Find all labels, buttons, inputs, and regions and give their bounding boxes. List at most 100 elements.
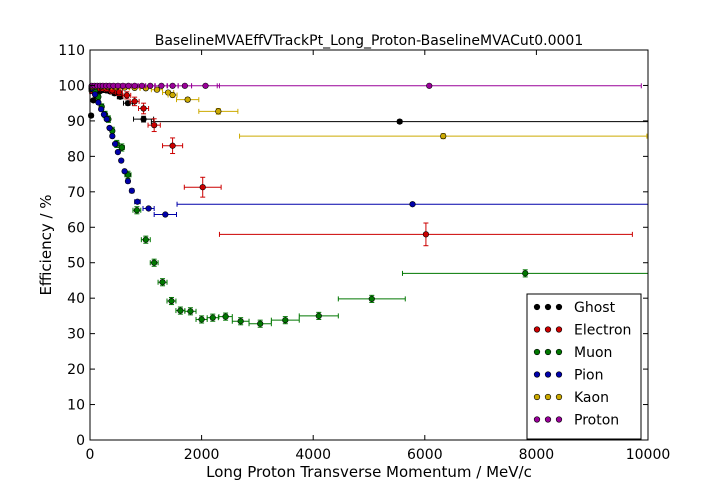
- data-point: [426, 82, 433, 89]
- data-point: [177, 307, 184, 314]
- y-tick-label: 90: [67, 114, 85, 130]
- data-point: [124, 100, 132, 107]
- x-tick-label: 6000: [407, 447, 443, 463]
- legend-box: [526, 293, 642, 440]
- legend-label-proton: Proton: [574, 413, 619, 429]
- data-point: [131, 98, 138, 105]
- series-proton: [88, 82, 642, 89]
- legend-marker-ghost: [555, 303, 563, 311]
- data-point: [396, 118, 403, 125]
- legend-marker-electron: [533, 326, 541, 333]
- x-tick-label: 0: [86, 447, 95, 463]
- legend-marker-kaon: [533, 393, 541, 401]
- y-tick-label: 110: [58, 43, 85, 59]
- data-point: [115, 89, 123, 96]
- y-tick-label: 100: [58, 78, 85, 94]
- data-point: [112, 140, 119, 148]
- y-tick-label: 50: [67, 256, 85, 272]
- data-point: [106, 124, 113, 132]
- y-tick-label: 60: [67, 220, 85, 236]
- data-point: [159, 279, 166, 286]
- y-tick-label: 10: [67, 398, 85, 414]
- y-tick-label: 70: [67, 185, 85, 201]
- legend-marker-muon: [555, 348, 563, 356]
- data-point: [138, 82, 145, 89]
- data-point: [121, 168, 128, 175]
- data-point: [522, 270, 529, 277]
- legend-label-ghost: Ghost: [574, 300, 616, 316]
- plot-frame: [89, 49, 649, 441]
- data-point: [409, 201, 416, 208]
- data-point: [198, 316, 205, 323]
- legend-marker-proton: [533, 416, 541, 423]
- data-point: [169, 91, 176, 99]
- data-point: [169, 82, 176, 89]
- data-point: [109, 133, 116, 140]
- data-point: [131, 82, 138, 89]
- legend-marker-pion: [544, 371, 552, 378]
- data-point: [181, 82, 188, 89]
- data-point: [133, 207, 140, 214]
- data-point: [151, 259, 158, 266]
- legend-marker-kaon: [544, 393, 552, 401]
- legend-marker-kaon: [555, 393, 563, 401]
- data-point: [100, 111, 108, 118]
- legend-marker-ghost: [544, 303, 552, 311]
- data-point: [147, 82, 154, 89]
- y-tick-label: 80: [67, 149, 85, 165]
- legend-marker-ghost: [533, 303, 541, 311]
- data-point: [114, 149, 121, 156]
- x-tick-label: 2000: [184, 447, 220, 463]
- legend-label-muon: Muon: [574, 345, 612, 361]
- y-tick-label: 20: [67, 362, 85, 378]
- data-point: [257, 320, 264, 327]
- data-point: [91, 91, 99, 98]
- data-point: [95, 99, 102, 106]
- data-point: [237, 318, 244, 325]
- data-point: [98, 106, 105, 113]
- data-point: [209, 314, 216, 321]
- data-point: [368, 295, 375, 302]
- data-point: [124, 178, 132, 185]
- data-point: [315, 312, 322, 320]
- data-point: [103, 116, 110, 123]
- data-point: [140, 116, 147, 123]
- data-point: [187, 308, 194, 315]
- y-tick-label: 30: [67, 327, 85, 343]
- x-tick-label: 10000: [626, 447, 671, 463]
- series-pion: [88, 85, 649, 218]
- data-point: [162, 211, 169, 218]
- data-point: [125, 82, 132, 89]
- data-point: [440, 133, 447, 140]
- data-point: [123, 92, 130, 99]
- legend-marker-electron: [555, 326, 563, 333]
- data-point: [145, 205, 152, 212]
- data-point: [140, 105, 147, 112]
- data-point: [158, 82, 165, 89]
- data-point: [88, 112, 95, 119]
- data-point: [168, 297, 175, 305]
- y-tick-label: 40: [67, 291, 85, 307]
- chart-title: BaselineMVAEffVTrackPt_Long_Proton-Basel…: [155, 33, 583, 49]
- data-point: [134, 198, 141, 205]
- legend-marker-electron: [544, 326, 552, 333]
- data-point: [128, 187, 135, 194]
- legend-marker-pion: [533, 371, 541, 378]
- x-tick-label: 8000: [519, 447, 555, 463]
- data-point: [119, 82, 127, 89]
- data-point: [169, 142, 176, 149]
- data-point: [222, 313, 229, 320]
- legend-label-pion: Pion: [574, 368, 603, 384]
- data-point: [422, 231, 430, 238]
- data-point: [199, 184, 206, 191]
- y-axis-label: Efficiency / %: [37, 194, 55, 295]
- legend-marker-proton: [544, 416, 552, 423]
- y-tick-label: 0: [76, 433, 85, 449]
- data-point: [202, 82, 209, 89]
- data-point: [142, 236, 149, 243]
- data-point: [282, 317, 289, 324]
- data-point: [215, 108, 222, 115]
- legend-marker-proton: [555, 416, 563, 423]
- legend-marker-muon: [533, 348, 541, 356]
